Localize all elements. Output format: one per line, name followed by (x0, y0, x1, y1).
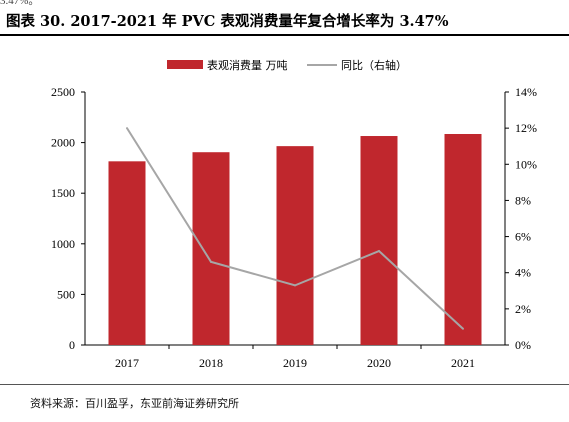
left-tick-label: 500 (57, 287, 75, 301)
right-tick-label: 0% (515, 338, 531, 352)
left-tick-label: 2000 (51, 136, 75, 150)
bar (360, 136, 398, 345)
line-point (126, 127, 128, 130)
line-series (126, 127, 464, 330)
bar (192, 152, 230, 345)
right-tick-label: 14% (515, 85, 537, 99)
bar (444, 133, 482, 345)
legend-label-bar: 表观消费量 万吨 (207, 58, 288, 72)
right-tick-label: 8% (515, 193, 531, 207)
right-tick-label: 12% (515, 121, 537, 135)
x-tick-label: 2019 (283, 356, 307, 370)
title-rule (0, 34, 569, 36)
top-text-fragment: 3.47%。 (0, 0, 40, 7)
bar-series (108, 133, 482, 345)
source-note: 资料来源：百川盈孚，东亚前海证券研究所 (30, 397, 239, 410)
right-tick-label: 4% (515, 266, 531, 280)
line-point (378, 250, 380, 253)
line-point (462, 327, 464, 330)
figure-title: 图表 30. 2017-2021 年 PVC 表观消费量年复合增长率为 3.47… (6, 13, 449, 30)
x-tick-label: 2021 (451, 356, 475, 370)
chart: 0 500 1000 1500 2000 2500 0% 2% 4% 6% 8% 10% 12% 14% 2… (51, 58, 537, 370)
right-tick-label: 6% (515, 230, 531, 244)
left-tick-label: 2500 (51, 85, 75, 99)
x-tick-label: 2017 (115, 356, 139, 370)
line-point (294, 284, 296, 287)
x-tick-label: 2018 (199, 356, 223, 370)
bar (108, 161, 146, 345)
right-tick-label: 2% (515, 302, 531, 316)
left-tick-label: 1000 (51, 237, 75, 251)
left-tick-label: 0 (69, 338, 75, 352)
left-tick-label: 1500 (51, 186, 75, 200)
x-tick-label: 2020 (367, 356, 391, 370)
legend-swatch-bar (167, 60, 203, 69)
bar (276, 146, 314, 345)
line-point (210, 260, 212, 263)
chart-axes: 0 500 1000 1500 2000 2500 0% 2% 4% 6% 8% 10% 12% 14% 2… (51, 85, 537, 370)
legend-label-line: 同比（右轴） (341, 58, 407, 72)
source-rule (0, 384, 569, 385)
right-tick-label: 10% (515, 157, 537, 171)
chart-legend: 表观消费量 万吨 同比（右轴） (167, 58, 407, 72)
